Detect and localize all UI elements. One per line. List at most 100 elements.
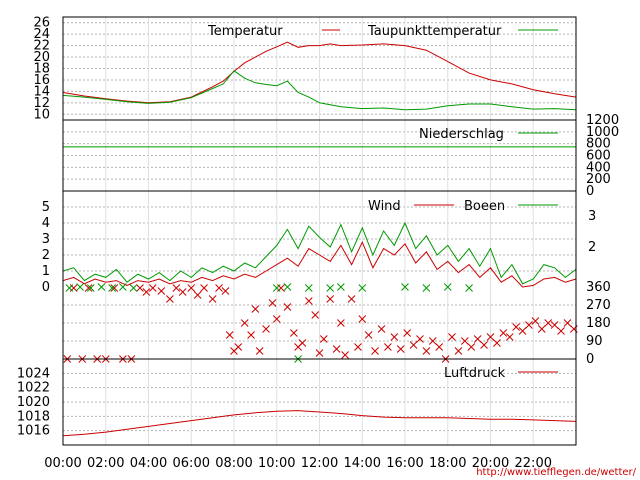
pressure-legend: Luftdruck xyxy=(444,366,558,381)
wind-direction-point xyxy=(289,329,298,337)
y-tick-label-precipitation: 400 xyxy=(586,160,611,175)
series-line-boeen xyxy=(62,221,577,285)
x-tick-label: 14:00 xyxy=(344,456,381,471)
wind-direction-point xyxy=(157,287,166,295)
series-line-temperatur xyxy=(62,41,577,104)
series-line-taupunkttemperatur xyxy=(62,70,577,111)
wind-direction-point xyxy=(84,284,93,292)
wind-direction-point xyxy=(283,283,292,291)
y-tick-label-wind: 0 xyxy=(42,280,50,295)
wind-direction-point xyxy=(262,325,270,333)
wind-direction-point xyxy=(268,299,277,307)
wind-direction-point xyxy=(401,283,409,291)
wind-direction-point xyxy=(550,321,559,329)
y-tick-label-precipitation: 1200 xyxy=(586,113,619,128)
y-tick-label-precipitation: 200 xyxy=(586,172,611,187)
x-tick-label: 08:00 xyxy=(215,456,252,471)
wind-direction-point xyxy=(422,284,431,292)
y-tick-label-pressure: 1018 xyxy=(17,409,50,424)
temperature-legend: Temperatur Taupunkttemperatur xyxy=(207,24,558,39)
series-line-wind xyxy=(62,240,577,288)
wind-direction-point xyxy=(354,343,362,351)
wind-right-tick-label: 3 xyxy=(588,209,596,224)
wind-direction-point xyxy=(304,297,313,305)
wind-direction-point xyxy=(467,343,476,351)
x-tick-label: 18:00 xyxy=(429,456,466,471)
y-tick-label-precipitation: 1000 xyxy=(586,125,619,140)
y-tick-label-temperature: 16 xyxy=(33,73,50,88)
wind-direction-point xyxy=(537,325,546,333)
wind-direction-point xyxy=(435,343,444,351)
x-tick-label: 00:00 xyxy=(44,456,81,471)
legend-label-boeen: Boeen xyxy=(464,199,505,214)
wind-direction-point xyxy=(525,321,533,329)
wind-direction-point xyxy=(465,284,473,292)
wind-direction-point xyxy=(326,295,335,303)
wind-direction-point xyxy=(544,319,553,327)
x-tick-label: 06:00 xyxy=(173,456,210,471)
wind-direction-point xyxy=(557,327,565,335)
x-tick-label: 12:00 xyxy=(301,456,338,471)
wind-direction-point xyxy=(208,295,217,303)
wind-direction-point xyxy=(358,315,367,323)
wind-direction-point xyxy=(172,284,181,292)
wind-direction-point xyxy=(251,305,260,313)
wind-direction-point xyxy=(200,284,208,292)
series-line-luftdruck xyxy=(62,410,577,437)
wind-direction-point xyxy=(136,284,144,292)
wind-right-tick-label: 2 xyxy=(588,240,596,255)
y-tick-label-temperature: 12 xyxy=(33,96,50,111)
wind-direction-point xyxy=(422,347,431,355)
y-tick-label-pressure: 1020 xyxy=(17,395,50,410)
wind-direction-point xyxy=(110,284,119,292)
x-tick-label: 20:00 xyxy=(472,456,509,471)
precipitation-legend: Niederschlag xyxy=(419,127,558,142)
wind-direction-point xyxy=(283,303,292,311)
y-tick-label-temperature: 20 xyxy=(33,50,50,65)
wind-direction-point xyxy=(86,284,95,292)
y-tick-label-wind_direction: 90 xyxy=(586,334,603,349)
wind-direction-point xyxy=(364,331,373,339)
wind-direction-point xyxy=(225,331,234,339)
wind-direction-point xyxy=(473,335,482,343)
wind-direction-point xyxy=(428,337,437,345)
legend-label-luftdruck: Luftdruck xyxy=(444,366,506,381)
y-tick-label-temperature: 26 xyxy=(33,16,50,31)
wind-direction-point xyxy=(493,339,501,347)
wind-direction-point xyxy=(512,323,521,331)
wind-direction-point xyxy=(315,349,324,357)
wind-direction-point xyxy=(337,283,345,291)
y-tick-label-wind: 2 xyxy=(42,248,50,263)
wind-direction-point xyxy=(240,319,249,327)
wind-direction-point xyxy=(221,287,230,295)
wind-direction-point xyxy=(531,317,540,325)
wind-direction-point xyxy=(118,283,127,291)
y-tick-label-pressure: 1022 xyxy=(17,381,50,396)
x-tick-label: 22:00 xyxy=(515,456,552,471)
wind-direction-point xyxy=(193,291,202,299)
wind-direction-point xyxy=(166,295,174,303)
wind-direction-point xyxy=(97,283,106,291)
data-series xyxy=(62,41,578,437)
legend-label-temperatur: Temperatur xyxy=(207,24,283,39)
wind-direction-point xyxy=(347,295,356,303)
wind-direction-point xyxy=(215,284,223,292)
wind-direction-point xyxy=(298,339,307,347)
wind-direction-point xyxy=(65,284,74,292)
wind-direction-point xyxy=(403,329,411,337)
wind-direction-point xyxy=(247,331,255,339)
wind-direction-point xyxy=(454,347,463,355)
wind-direction-point xyxy=(416,335,424,343)
x-tick-label: 02:00 xyxy=(87,456,124,471)
wind-direction-point xyxy=(234,343,243,351)
wind-direction-point xyxy=(390,333,399,341)
legend-label-niederschlag: Niederschlag xyxy=(419,127,504,142)
wind-direction-point xyxy=(563,319,572,327)
wind-direction-point xyxy=(326,284,335,292)
wind-direction-point xyxy=(480,341,488,349)
wind-direction-point xyxy=(272,315,281,323)
y-tick-label-wind_direction: 360 xyxy=(586,280,611,295)
wind-direction-point xyxy=(396,345,405,353)
panel-frames xyxy=(62,16,577,446)
